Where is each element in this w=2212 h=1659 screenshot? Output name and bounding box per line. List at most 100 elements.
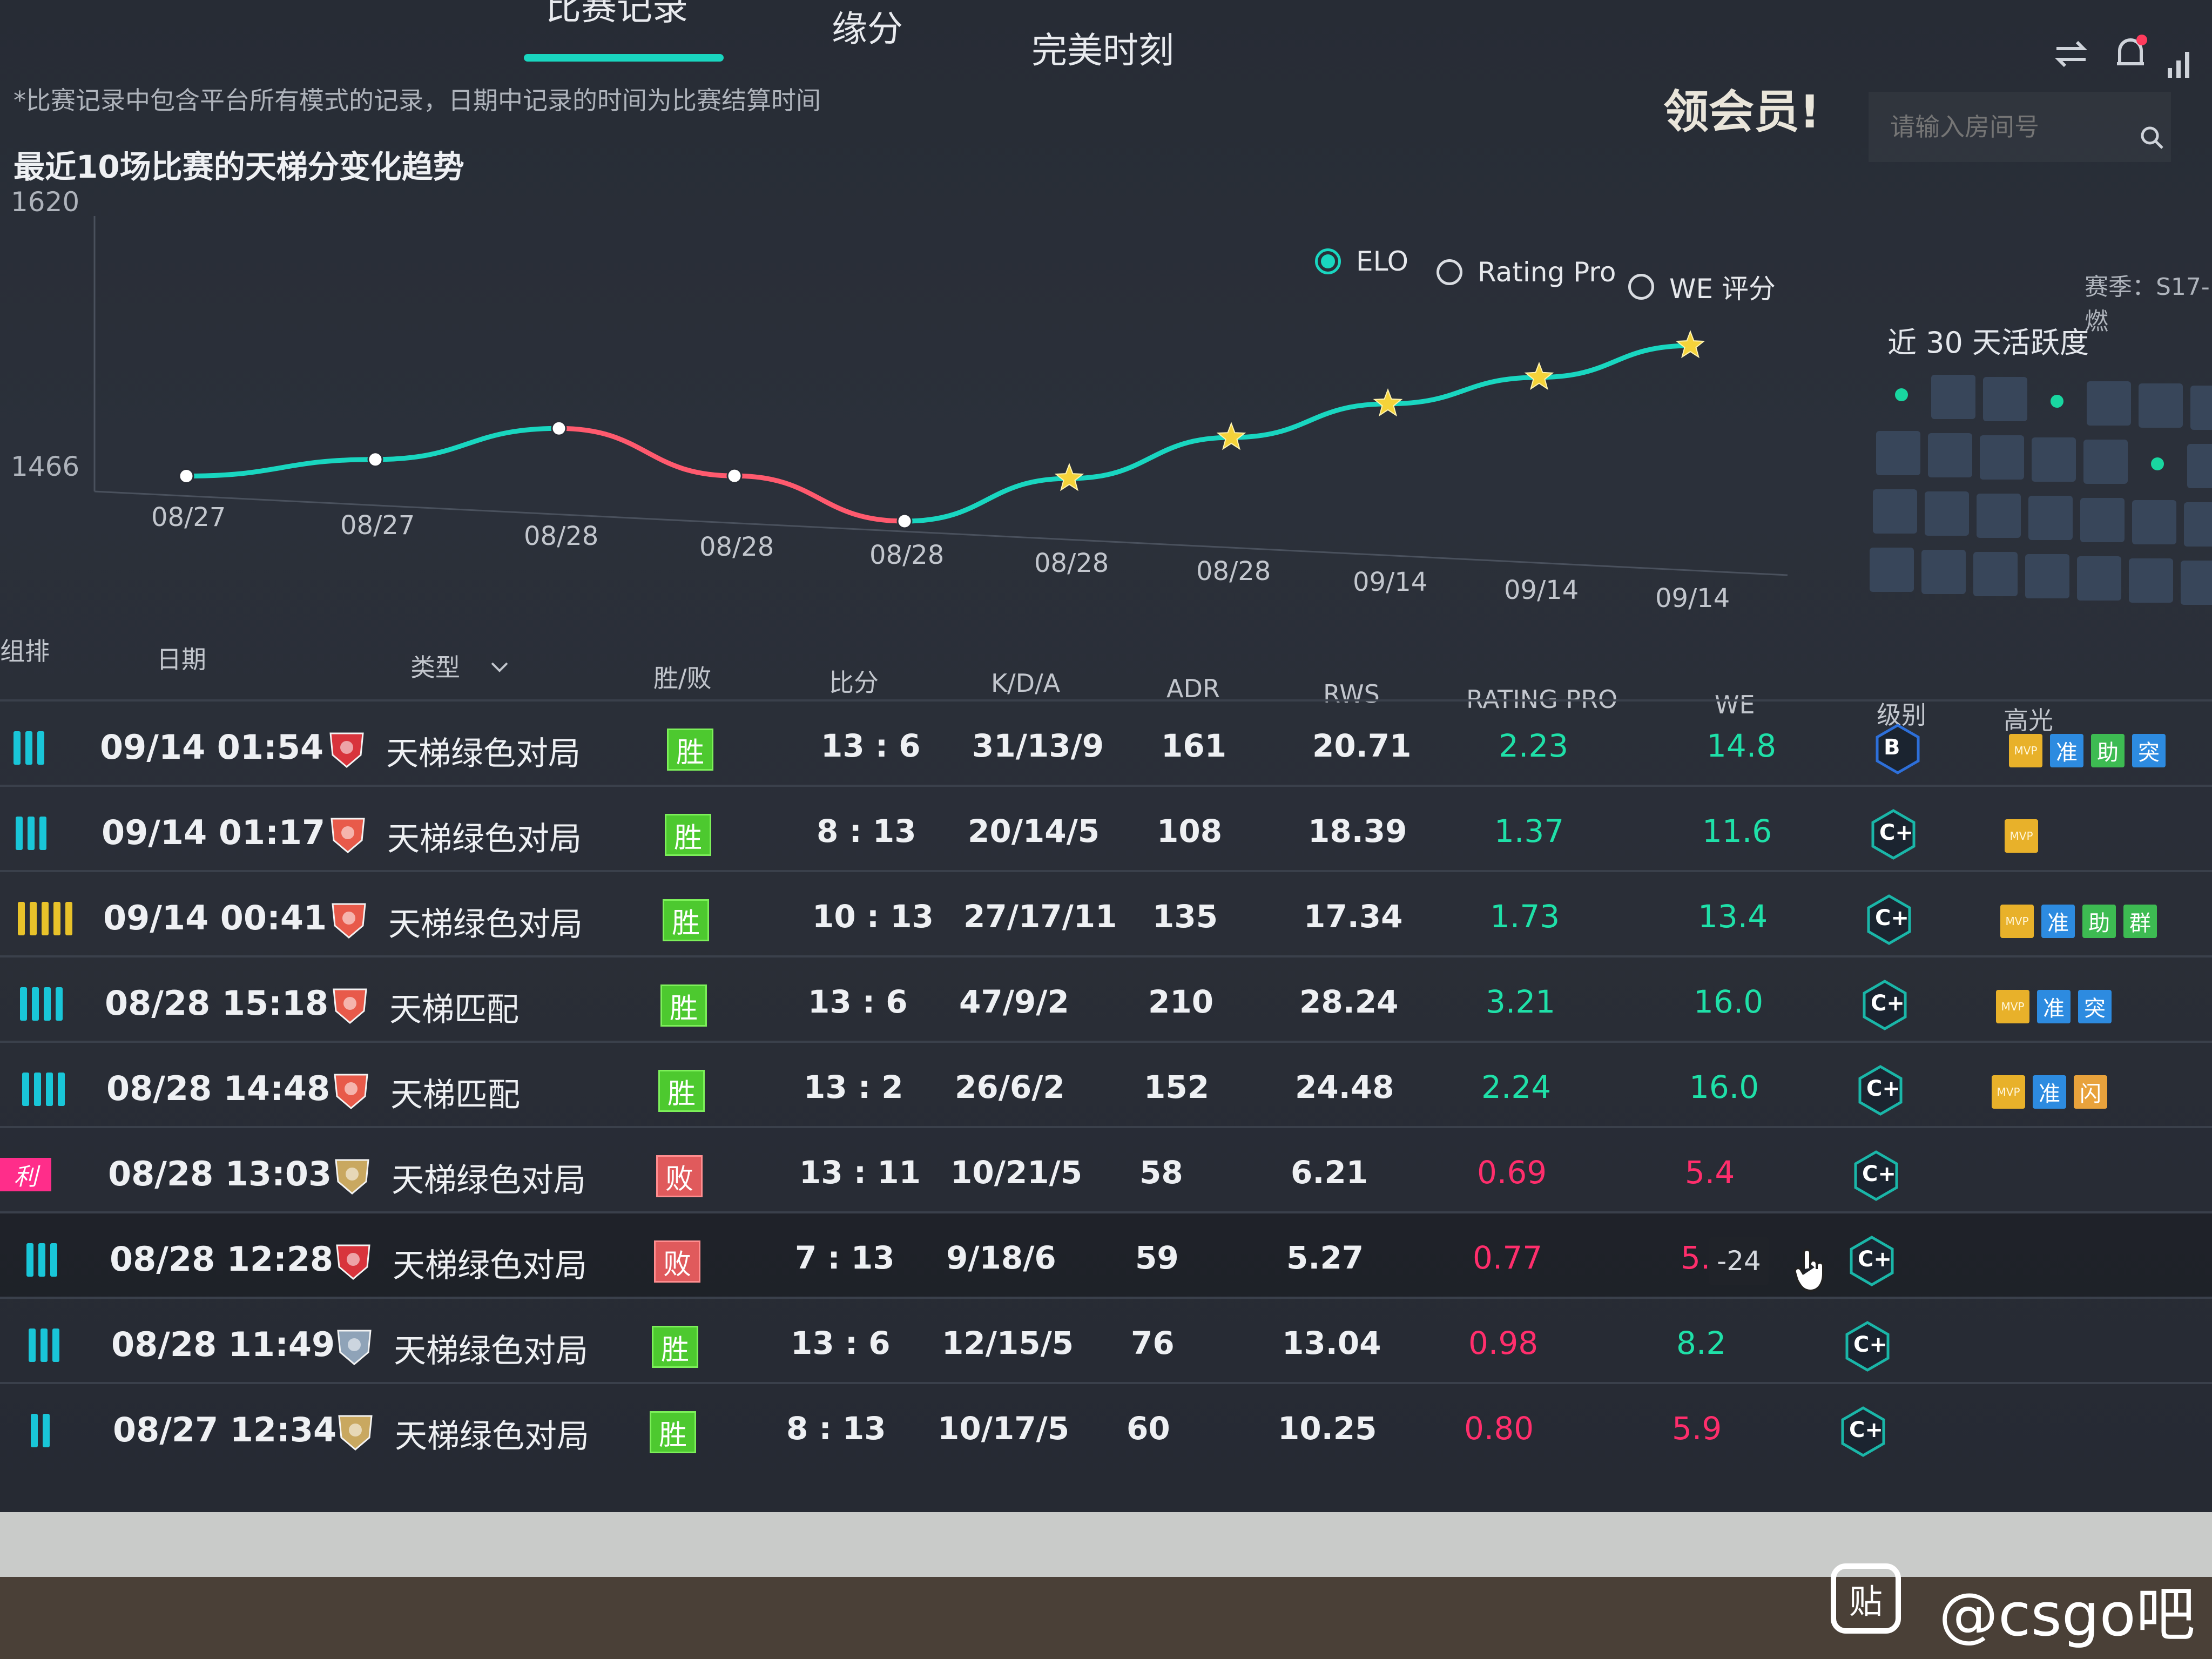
- activity-cell[interactable]: [1925, 491, 1969, 536]
- data-point[interactable]: [367, 451, 383, 468]
- swap-icon[interactable]: [2052, 38, 2090, 70]
- table-row[interactable]: 08/28 14:48 天梯匹配 胜 13 : 2 26/6/2 152 24.48 2.24…: [0, 1041, 2212, 1128]
- activity-cell[interactable]: [2035, 379, 2079, 423]
- highlight-badge: 准: [2037, 990, 2071, 1023]
- vip-banner[interactable]: 领会员!: [1663, 85, 1820, 138]
- map-emblem-icon: [336, 1244, 370, 1280]
- rank-label: C+: [1849, 1418, 1883, 1442]
- elo-change-tooltip: -24: [1709, 1237, 1769, 1285]
- match-date: 08/28 15:18: [105, 983, 329, 1023]
- table-row[interactable]: 09/14 00:41 天梯绿色对局 胜 10 : 13 27/17/11 135 17.3…: [0, 870, 2212, 957]
- table-header: 组排 日期 类型 胜/败 比分 K/D/A ADR RWS RATING PRO…: [0, 616, 2212, 735]
- match-type: 天梯绿色对局: [394, 1332, 588, 1370]
- table-row[interactable]: 09/14 01:54 天梯绿色对局 胜 13 : 6 31/13/9 161 20.71 2…: [0, 699, 2212, 787]
- match-score: 13 : 2: [804, 1069, 903, 1105]
- activity-dot: [2051, 395, 2063, 408]
- table-row[interactable]: 08/27 12:34 天梯绿色对局 胜 8 : 13 10/17/5 60 10.25 0.…: [0, 1382, 2212, 1469]
- kda-value: 31/13/9: [972, 727, 1104, 764]
- activity-cell[interactable]: [1873, 489, 1917, 534]
- activity-cell[interactable]: [2032, 437, 2076, 482]
- data-point-star[interactable]: [1216, 422, 1246, 450]
- table-row[interactable]: 09/14 01:17 天梯绿色对局 胜 8 : 13 20/14/5 108 18.39 1…: [0, 785, 2212, 872]
- search-icon[interactable]: [2139, 124, 2166, 151]
- data-point-star[interactable]: [1054, 463, 1084, 491]
- activity-cell[interactable]: [2083, 440, 2128, 484]
- tab-perfect-moments[interactable]: 完美时刻: [1031, 30, 1174, 71]
- result-badge: 败: [654, 1240, 700, 1283]
- rank-badge-icon: [1871, 809, 1916, 860]
- hand-cursor-icon: [1793, 1249, 1824, 1292]
- legend-elo-label: ELO: [1356, 246, 1409, 277]
- x-tick-label: 09/14: [1655, 583, 1730, 613]
- radio-we[interactable]: [1628, 274, 1654, 300]
- active-tab-indicator: [524, 54, 724, 62]
- activity-cell[interactable]: [1870, 548, 1914, 592]
- col-type[interactable]: 类型: [410, 653, 460, 682]
- activity-cell[interactable]: [2190, 386, 2212, 430]
- highlight-badge: 助: [2082, 905, 2116, 938]
- adr-value: 135: [1152, 898, 1218, 935]
- activity-cell[interactable]: [1921, 550, 1966, 594]
- series-segment: [558, 426, 735, 478]
- activity-cell[interactable]: [2135, 442, 2180, 486]
- activity-cell[interactable]: [1980, 435, 2024, 480]
- radio-elo[interactable]: [1315, 248, 1341, 274]
- activity-cell[interactable]: [2184, 502, 2212, 547]
- activity-cell[interactable]: [2181, 561, 2212, 605]
- group-size-icon: [16, 817, 51, 850]
- activity-cell[interactable]: [1876, 431, 1920, 475]
- data-point[interactable]: [551, 420, 567, 436]
- activity-cell[interactable]: [2080, 498, 2125, 542]
- legend-elo[interactable]: ELO: [1315, 246, 1408, 277]
- activity-cell[interactable]: [1879, 373, 1924, 417]
- table-row[interactable]: 08/28 12:28 天梯绿色对局 败 7 : 13 9/18/6 59 5.27 0.77…: [0, 1211, 2212, 1299]
- kda-value: 27/17/11: [963, 898, 1117, 935]
- chevron-down-icon[interactable]: [489, 659, 510, 675]
- highlight-badge: MVP: [1996, 990, 2029, 1023]
- rank-label: C+: [1875, 906, 1909, 930]
- table-row[interactable]: 利 08/28 13:03 天梯绿色对局 败 13 : 11 10/21/5 58 6.21 0…: [0, 1126, 2212, 1213]
- activity-cell[interactable]: [2025, 554, 2069, 598]
- data-point[interactable]: [726, 468, 743, 484]
- room-number-input[interactable]: [1869, 92, 2171, 162]
- group-size-icon: [14, 731, 49, 765]
- data-point-star[interactable]: [1524, 361, 1554, 390]
- activity-cell[interactable]: [2129, 558, 2173, 603]
- result-badge: 胜: [660, 984, 707, 1027]
- result-badge: 胜: [667, 729, 713, 771]
- highlights: MVP 准助群: [2000, 905, 2164, 938]
- activity-cell[interactable]: [1931, 375, 1975, 419]
- rank-badge-icon: [1858, 1065, 1903, 1116]
- activity-cell[interactable]: [2087, 381, 2131, 426]
- activity-cell[interactable]: [2187, 444, 2212, 488]
- activity-cell[interactable]: [1928, 433, 1972, 477]
- rating-pro-value: 0.69: [1477, 1154, 1547, 1191]
- radio-rating-pro[interactable]: [1437, 259, 1462, 285]
- activity-cell[interactable]: [1983, 377, 2027, 421]
- activity-cell[interactable]: [1973, 552, 2018, 596]
- map-emblem-icon: [337, 1330, 372, 1365]
- activity-cell[interactable]: [2139, 383, 2183, 428]
- legend-rating-pro[interactable]: Rating Pro: [1437, 257, 1616, 288]
- match-type: 天梯绿色对局: [386, 735, 581, 773]
- activity-cell[interactable]: [2077, 556, 2121, 601]
- data-point[interactable]: [178, 468, 194, 484]
- bell-icon[interactable]: [2112, 32, 2149, 76]
- data-point-star[interactable]: [1373, 388, 1403, 417]
- tab-match-records[interactable]: 比赛记录: [545, 0, 688, 28]
- match-type: 天梯绿色对局: [392, 1162, 586, 1199]
- activity-cell[interactable]: [2028, 496, 2073, 540]
- adr-value: 58: [1139, 1154, 1183, 1191]
- x-tick-label: 09/14: [1504, 575, 1579, 605]
- data-point[interactable]: [896, 513, 913, 529]
- rws-value: 20.71: [1312, 727, 1412, 764]
- activity-cell[interactable]: [1977, 494, 2021, 538]
- legend-we[interactable]: WE 评分: [1628, 267, 1776, 306]
- top-nav: 比赛记录 缘分 完美时刻: [0, 0, 2212, 78]
- data-point-star[interactable]: [1675, 330, 1705, 359]
- table-row[interactable]: 08/28 15:18 天梯匹配 胜 13 : 6 47/9/2 210 28.24 3.21…: [0, 955, 2212, 1043]
- kda-value: 12/15/5: [942, 1325, 1074, 1361]
- table-row[interactable]: 08/28 11:49 天梯绿色对局 胜 13 : 6 12/15/5 76 13.04 0.…: [0, 1297, 2212, 1384]
- tab-fate[interactable]: 缘分: [832, 8, 903, 50]
- activity-cell[interactable]: [2132, 500, 2176, 544]
